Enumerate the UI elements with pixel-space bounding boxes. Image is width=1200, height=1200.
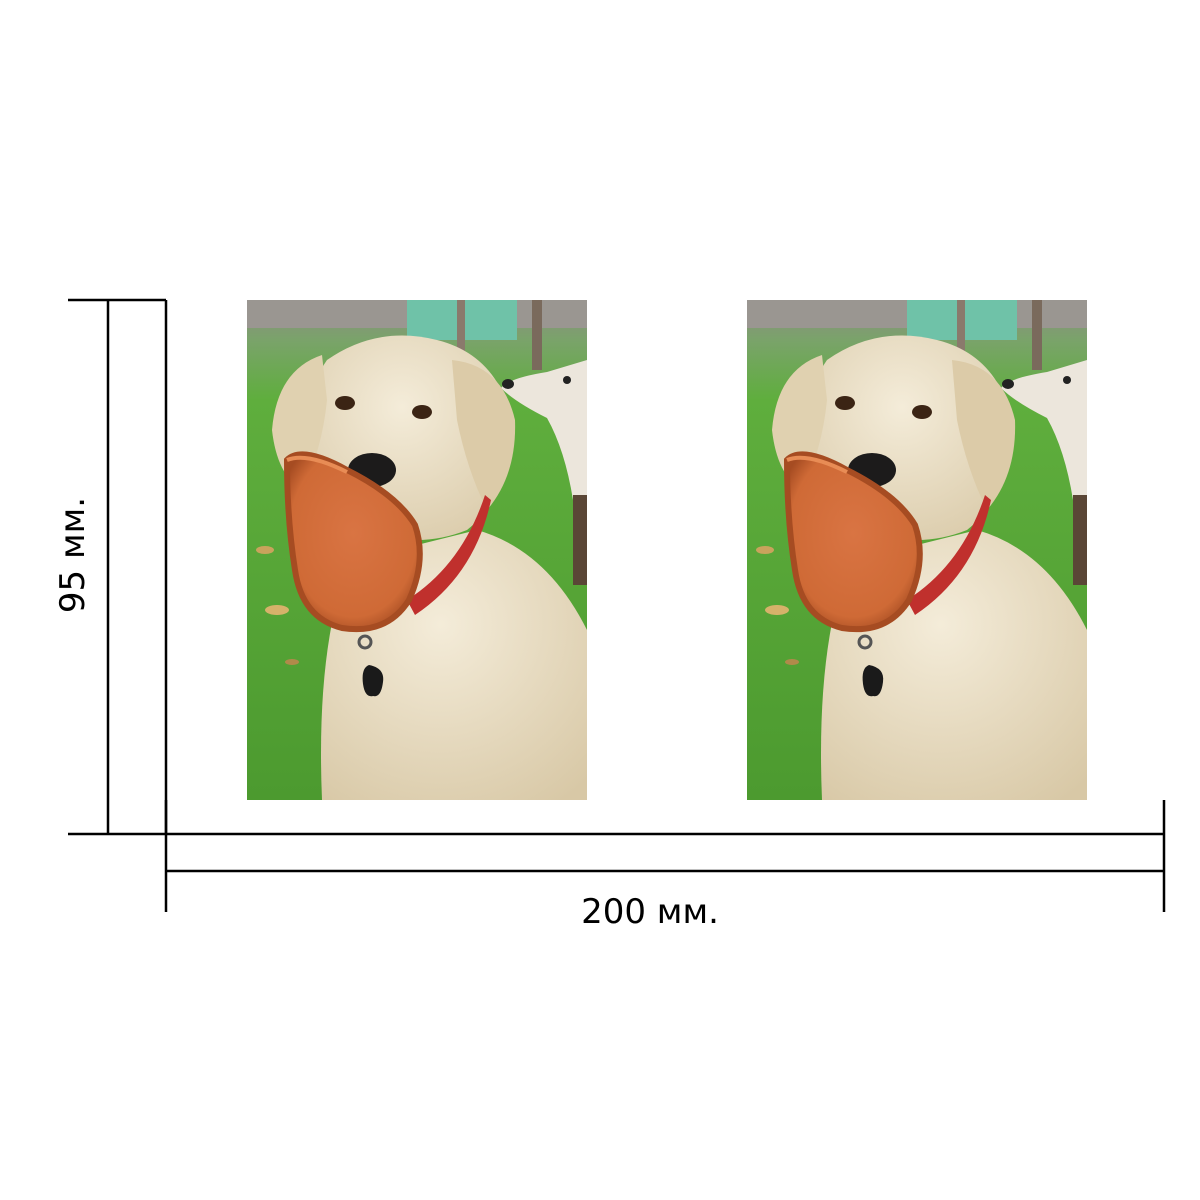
dog-photo-right (747, 300, 1087, 800)
dog-photo-left (247, 300, 587, 800)
height-label: 95 мм. (53, 497, 93, 613)
width-dimension (164, 800, 1166, 912)
height-dimension (68, 298, 168, 836)
width-label: 200 мм. (581, 892, 719, 932)
